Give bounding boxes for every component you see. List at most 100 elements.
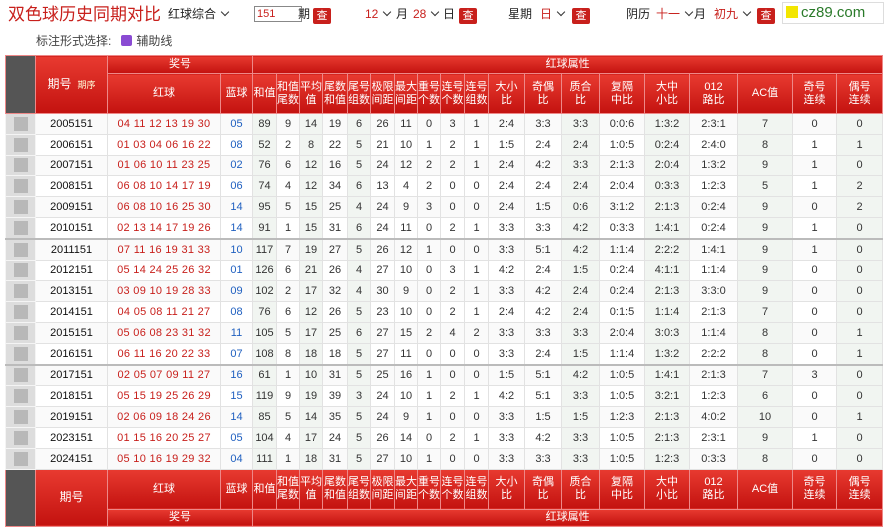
attribute-cell: 0 [835, 216, 884, 240]
attribute-cell: 1 [417, 447, 441, 470]
attribute-cell: 2:4 [561, 133, 600, 156]
attribute-cell: 0:3:3 [689, 447, 738, 470]
column-header-text: 尾号组数 [348, 80, 370, 106]
data-row: 2016151 06 11 16 20 22 33 07 108 8 18 18 5 27 11 0… [5, 342, 884, 366]
attribute-cell: 26 [370, 426, 395, 449]
attribute-cell: 11 [394, 342, 418, 366]
attribute-cell: 4 [347, 196, 371, 218]
attribute-cell: 0 [417, 301, 441, 323]
issue-input[interactable]: 151 [254, 6, 302, 22]
attribute-cell: 27 [370, 342, 395, 366]
issue-cell: 2016151 [35, 342, 108, 366]
logo[interactable]: cz89.com [782, 2, 884, 24]
blue-ball: 14 [220, 216, 253, 240]
thumbnail [5, 280, 36, 303]
thumbnail [5, 133, 36, 156]
thumbnail [5, 363, 36, 387]
column-header-text: 连号组数 [465, 476, 488, 502]
attribute-cell: 0 [835, 259, 884, 282]
attribute-cell: 74 [252, 175, 277, 198]
attribute-cell: 1 [276, 363, 300, 387]
attribute-cell: 15 [299, 216, 323, 240]
attribute-cell: 21 [370, 133, 395, 156]
red-balls: 05 14 24 25 26 32 [107, 259, 221, 282]
attribute-cell: 0 [440, 447, 465, 470]
attribute-cell: 2:4 [524, 133, 562, 156]
mode-dropdown[interactable]: 红球综合 [168, 6, 228, 22]
column-header-text: 和值尾数 [277, 80, 299, 106]
column-header: 平均值 [299, 73, 323, 114]
attribute-cell: 0:2:4 [599, 280, 645, 303]
attribute-cell: 1 [464, 154, 489, 177]
lunar-day-dropdown[interactable]: 初九 [714, 6, 750, 22]
thumbnail-image [13, 389, 28, 404]
column-header-text: 最大间距 [395, 476, 417, 502]
thumbnail [5, 175, 36, 198]
attribute-cell: 1:5 [488, 133, 525, 156]
search-button[interactable]: 查 [459, 8, 477, 24]
attribute-cell: 6 [347, 321, 371, 344]
search-button[interactable]: 查 [572, 8, 590, 24]
attribute-cell: 4:2 [561, 216, 600, 240]
day-dropdown[interactable]: 28 [413, 6, 438, 22]
lunar-month-dropdown[interactable]: 十一 [656, 6, 692, 22]
red-balls: 04 11 12 13 19 30 [107, 113, 221, 135]
attribute-cell: 61 [252, 363, 277, 387]
attribute-cell: 1:0:5 [599, 447, 645, 470]
column-header: 尾号组数 [347, 73, 371, 114]
data-row: 2010151 02 13 14 17 19 26 14 91 1 15 31 6 24 11 0 2… [5, 216, 884, 240]
column-header-text: 尾号组数 [348, 476, 370, 502]
attribute-cell: 9 [276, 113, 300, 135]
attribute-cell: 5 [347, 363, 371, 387]
thumbnail-image [13, 284, 28, 299]
column-header: 大小比 [488, 468, 525, 510]
column-header-text: 和值 [253, 482, 276, 495]
blue-ball: 06 [220, 175, 253, 198]
attribute-cell: 5 [347, 426, 371, 449]
attribute-cell: 0 [792, 342, 837, 366]
column-header-text: 和值尾数 [277, 476, 299, 502]
column-header-text: 偶号连续 [848, 476, 871, 502]
attribute-cell: 30 [370, 280, 395, 303]
group-header: 奖号 [107, 508, 253, 527]
thumbnail [5, 426, 36, 449]
weekday-dropdown[interactable]: 日 [540, 6, 564, 22]
blue-ball: 08 [220, 301, 253, 323]
attribute-cell: 1:5 [488, 363, 525, 387]
attribute-cell: 89 [252, 113, 277, 135]
attribute-cell: 2:4:0 [689, 133, 738, 156]
issue-header-text: 期号 [47, 76, 72, 91]
thumbnail [5, 342, 36, 366]
attribute-cell: 13 [370, 175, 395, 198]
issue-cell: 2024151 [35, 447, 108, 470]
attribute-cell: 31 [322, 447, 348, 470]
attribute-cell: 6 [276, 154, 300, 177]
sort-toggle[interactable]: 期序 [77, 79, 96, 90]
attribute-cell: 1 [464, 133, 489, 156]
attribute-cell: 3:1:2 [599, 196, 645, 218]
blue-ball: 15 [220, 385, 253, 408]
column-header: 红球 [107, 468, 221, 510]
search-button[interactable]: 查 [313, 8, 331, 24]
weekday-label: 星期 [508, 7, 533, 21]
red-balls: 02 13 14 17 19 26 [107, 216, 221, 240]
attribute-cell: 108 [252, 342, 277, 366]
attribute-cell: 0 [464, 342, 489, 366]
search-button[interactable]: 查 [757, 8, 775, 24]
attribute-cell: 2 [464, 321, 489, 344]
attribute-cell: 9 [276, 385, 300, 408]
column-header-text: 大中小比 [656, 476, 678, 502]
column-header: 蓝球 [220, 73, 253, 114]
column-header-text: 重号个数 [418, 476, 440, 502]
attribute-cell: 0:3:3 [599, 216, 645, 240]
attribute-cell: 17 [299, 426, 323, 449]
month-dropdown[interactable]: 12 [365, 6, 390, 22]
checkbox[interactable] [121, 35, 133, 46]
attribute-cell: 0 [792, 406, 837, 428]
attribute-cell: 2:1:3 [599, 154, 645, 177]
attribute-cell: 3:3 [488, 321, 525, 344]
attribute-cell: 0 [417, 113, 441, 135]
attribute-cell: 1:2:3 [599, 406, 645, 428]
attribute-cell: 10 [394, 133, 418, 156]
column-header: 偶号连续 [835, 73, 884, 114]
